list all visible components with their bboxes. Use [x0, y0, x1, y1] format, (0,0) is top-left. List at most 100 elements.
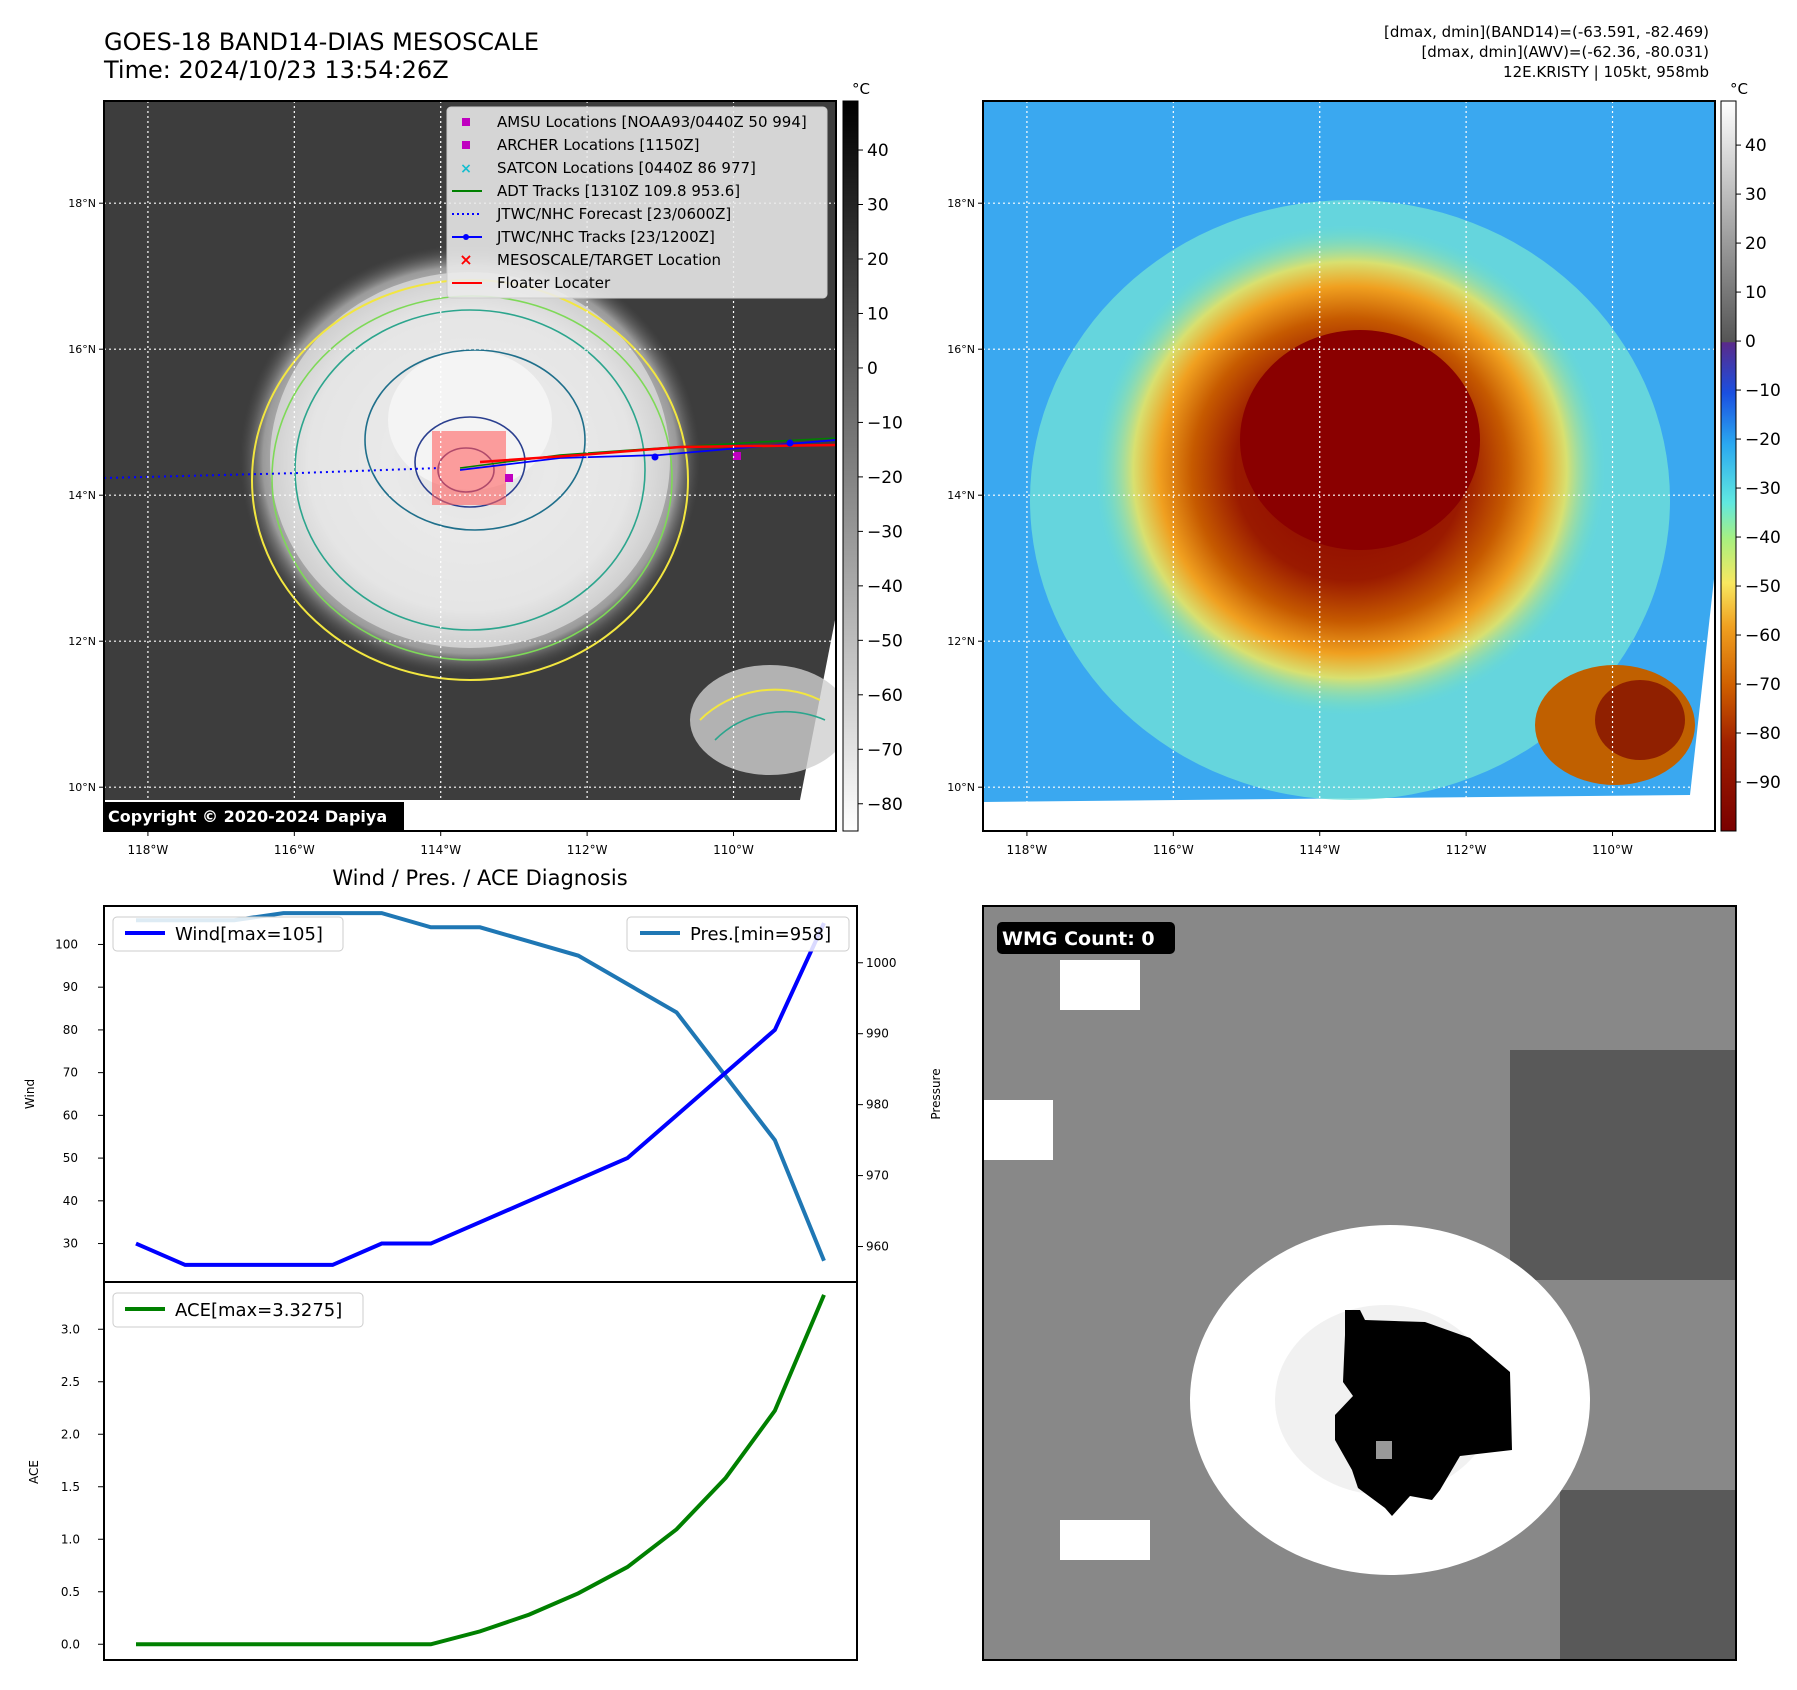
ace-axis: 0.0 0.5 1.0 1.5 2.0 2.5 3.0 [61, 1322, 104, 1651]
enhanced-colorbar-tick-label: 0 [1745, 332, 1756, 352]
enhanced-lat-label: 14°N [947, 489, 975, 502]
wind-tick-label: 90 [63, 980, 78, 994]
legend-entry-label: AMSU Locations [NOAA93/0440Z 50 994] [497, 113, 807, 131]
copyright-label: Copyright © 2020-2024 Dapiya [108, 807, 387, 826]
pressure-axis: 960 970 980 990 1000 [857, 956, 897, 1254]
wind-axis: 30 40 50 60 70 80 90 100 [55, 937, 104, 1251]
enhanced-lat-label: 12°N [947, 635, 975, 648]
ir-lon-label: 110°W [713, 843, 754, 857]
ir-colorbar-tick-label: 10 [867, 304, 889, 324]
enhanced-lon-label: 114°W [1299, 843, 1340, 857]
ir-lon-label: 112°W [567, 843, 608, 857]
legend-entry: JTWC/NHC Tracks [23/1200Z] [452, 228, 715, 246]
enhanced-colorbar-tick-label: −80 [1745, 724, 1781, 744]
legend-entry-label: JTWC/NHC Tracks [23/1200Z] [496, 228, 715, 246]
wmg-panel: WMG Count: 0 [982, 905, 1737, 1661]
legend-entry: JTWC/NHC Forecast [23/0600Z] [452, 205, 731, 223]
title-line-1: GOES-18 BAND14-DIAS MESOSCALE [104, 28, 540, 56]
enhanced-lat-axis: 18°N 16°N 14°N 12°N 10°N [947, 197, 983, 794]
legend-marker-cross: × [460, 161, 472, 177]
ir-lon-axis: 118°W 116°W 114°W 112°W 110°W [128, 831, 754, 857]
ir-colorbar-tick-label: 40 [867, 141, 889, 161]
legend-entry: ADT Tracks [1310Z 109.8 953.6] [452, 182, 740, 200]
ace-tick-label: 0.0 [61, 1637, 80, 1651]
enhanced-colorbar-tick-label: −90 [1745, 773, 1781, 793]
wind-tick-label: 100 [55, 937, 78, 951]
ir-lat-label: 14°N [68, 489, 96, 502]
enhanced-colorbar-unit: °C [1730, 80, 1748, 98]
legend-marker-square [462, 141, 470, 149]
pressure-tick-label: 990 [866, 1027, 889, 1041]
figure-title: GOES-18 BAND14-DIAS MESOSCALE Time: 2024… [104, 28, 539, 84]
ir-colorbar: °C 40 30 20 10 0 −10 −20 −30 −40 −50 −60 −70 −80 [842, 80, 903, 832]
wind-tick-label: 50 [63, 1151, 78, 1165]
pressure-axis-label: Pressure [929, 1068, 943, 1119]
enhanced-colorbar-tick-label: −50 [1745, 577, 1781, 597]
ace-series-line [136, 1294, 826, 1647]
enhanced-colorbar-tick-label: 40 [1745, 136, 1767, 156]
enhanced-lon-axis: 118°W 116°W 114°W 112°W 110°W [1007, 831, 1633, 857]
info-line-3: 12E.KRISTY | 105kt, 958mb [1503, 63, 1709, 81]
ir-colorbar-tick-label: −50 [867, 631, 903, 651]
legend-entry-label: ADT Tracks [1310Z 109.8 953.6] [497, 182, 740, 200]
ace-legend-label: ACE[max=3.3275] [175, 1300, 342, 1321]
legend-entry-label: JTWC/NHC Forecast [23/0600Z] [496, 205, 731, 223]
storm-info: [dmax, dmin](BAND14)=(-63.591, -82.469) … [1384, 22, 1709, 82]
wind-tick-label: 60 [63, 1108, 78, 1122]
wind-pressure-panel: Wind / Pres. / ACE Diagnosis 30 40 50 60 70 8… [23, 866, 943, 1283]
enhanced-colorbar-tick-label: −70 [1745, 675, 1781, 695]
ace-tick-label: 1.5 [61, 1480, 80, 1494]
wind-tick-label: 70 [63, 1066, 78, 1080]
enhanced-lon-label: 112°W [1446, 843, 1487, 857]
pressure-tick-label: 960 [866, 1240, 889, 1254]
ir-lat-label: 18°N [68, 197, 96, 210]
pressure-tick-label: 970 [866, 1169, 889, 1183]
enhanced-lon-label: 118°W [1007, 843, 1048, 857]
ir-legend: AMSU Locations [NOAA93/0440Z 50 994] ARCH… [446, 106, 828, 299]
pressure-legend-label: Pres.[min=958] [690, 924, 831, 945]
ir-colorbar-tick-label: −40 [867, 577, 903, 597]
wind-axis-label: Wind [23, 1079, 37, 1109]
ir-colorbar-tick-label: −20 [867, 468, 903, 488]
pressure-legend: Pres.[min=958] [626, 916, 850, 952]
enhanced-lat-label: 18°N [947, 197, 975, 210]
ir-lat-axis: 18°N 16°N 14°N 12°N 10°N [68, 197, 104, 794]
enhanced-colorbar: °C 40 30 20 10 0 −10 −20 −30 −40 −50 −60 −70 −80 −90 [1720, 80, 1781, 832]
enhanced-colorbar-tick-label: −40 [1745, 528, 1781, 548]
ace-legend: ACE[max=3.3275] [112, 1292, 364, 1328]
enhanced-lat-label: 16°N [947, 343, 975, 356]
ace-panel: 0.0 0.5 1.0 1.5 2.0 2.5 3.0 ACE ACE[max=3.3275… [27, 1281, 858, 1661]
wind-legend: Wind[max=105] [112, 916, 344, 952]
wmg-count-label: WMG Count: 0 [1002, 928, 1155, 950]
ace-axis-label: ACE [27, 1460, 41, 1484]
wind-legend-label: Wind[max=105] [175, 924, 323, 945]
legend-entry: ARCHER Locations [1150Z] [462, 136, 700, 154]
ir-lon-label: 118°W [128, 843, 169, 857]
ir-lat-label: 12°N [68, 635, 96, 648]
ir-colorbar-tick-label: −10 [867, 413, 903, 433]
enhanced-lat-label: 10°N [947, 781, 975, 794]
ir-lat-label: 10°N [68, 781, 96, 794]
ir-colorbar-tick-label: −80 [867, 795, 903, 815]
enhanced-colorbar-tick-label: −30 [1745, 479, 1781, 499]
legend-marker-square [462, 118, 470, 126]
enhanced-colorbar-tick-label: −60 [1745, 626, 1781, 646]
diagnosis-title: Wind / Pres. / ACE Diagnosis [332, 866, 627, 890]
ir-lon-label: 114°W [420, 843, 461, 857]
legend-entry: Floater Locater [452, 274, 611, 292]
enhanced-lon-label: 110°W [1592, 843, 1633, 857]
ir-colorbar-tick-label: −30 [867, 522, 903, 542]
enhanced-colorbar-tick-label: −10 [1745, 381, 1781, 401]
legend-entry-label: ARCHER Locations [1150Z] [497, 136, 700, 154]
ir-colorbar-tick-label: 0 [867, 359, 878, 379]
legend-entry-label: SATCON Locations [0440Z 86 977] [497, 159, 756, 177]
enhanced-gridlines [983, 101, 1715, 831]
ir-colorbar-tick-label: 30 [867, 196, 889, 216]
wind-tick-label: 80 [63, 1023, 78, 1037]
legend-entry-label: Floater Locater [497, 274, 611, 292]
legend-marker-x: × [459, 250, 472, 269]
enhanced-colorbar-tick-label: 20 [1745, 234, 1767, 254]
wind-tick-label: 40 [63, 1194, 78, 1208]
info-line-2: [dmax, dmin](AWV)=(-62.36, -80.031) [1421, 43, 1709, 61]
